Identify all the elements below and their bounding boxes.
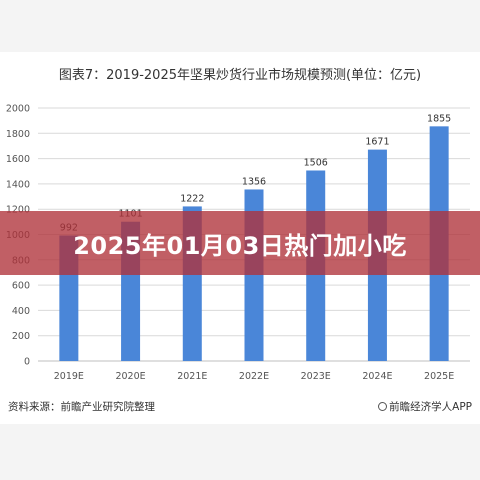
banner-text: 2025年01月03日热门加小吃 (73, 231, 407, 260)
brand-logo-icon (378, 402, 388, 411)
y-tick-label: 600 (12, 281, 30, 292)
chart-title: 图表7：2019-2025年坚果炒货行业市场规模预测(单位：亿元) (58, 68, 422, 83)
bottom-background (0, 424, 480, 480)
bar-value-label: 1356 (242, 176, 266, 187)
source-note: 资料来源：前瞻产业研究院整理 (8, 401, 155, 413)
y-tick-label: 1600 (6, 154, 30, 165)
x-tick-label: 2021E (177, 371, 207, 382)
x-tick-label: 2022E (239, 371, 269, 382)
bar-value-label: 1855 (427, 113, 451, 124)
y-tick-label: 1200 (6, 205, 30, 216)
y-tick-label: 1800 (6, 129, 30, 140)
y-tick-label: 400 (12, 306, 30, 317)
top-background (0, 0, 480, 52)
y-tick-label: 1400 (6, 179, 30, 190)
x-tick-label: 2025E (424, 371, 454, 382)
x-tick-label: 2020E (115, 371, 145, 382)
x-tick-label: 2019E (54, 371, 84, 382)
y-tick-label: 0 (24, 357, 30, 368)
bar-value-label: 1506 (304, 157, 328, 168)
y-tick-label: 2000 (6, 104, 30, 115)
x-axis-ticks: 2019E 2020E 2021E 2022E 2023E 2024E 2025E (54, 371, 454, 382)
y-tick-label: 200 (12, 331, 30, 342)
bar-value-label: 1671 (365, 137, 389, 148)
source-brand-text: 前瞻经济学人APP (389, 401, 472, 413)
x-tick-label: 2023E (301, 371, 331, 382)
overlay-banner: 2025年01月03日热门加小吃 (0, 211, 480, 275)
source-brand: 前瞻经济学人APP (378, 399, 472, 414)
bar-value-label: 1222 (180, 193, 204, 204)
x-tick-label: 2024E (362, 371, 392, 382)
